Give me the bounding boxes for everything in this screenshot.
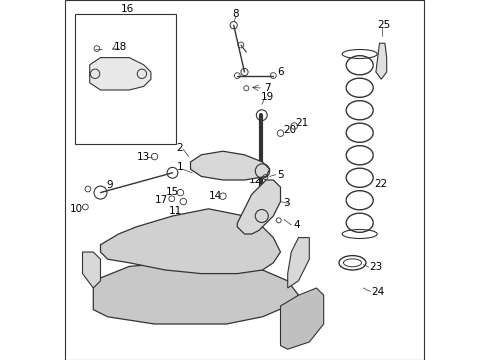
Text: 14: 14	[208, 191, 221, 201]
Text: 19: 19	[261, 92, 274, 102]
Text: 11: 11	[168, 206, 182, 216]
Text: 9: 9	[106, 180, 113, 190]
Text: 3: 3	[282, 198, 289, 208]
Text: 23: 23	[368, 262, 382, 272]
Text: 7: 7	[264, 83, 270, 93]
Text: 15: 15	[165, 186, 179, 197]
Text: 21: 21	[295, 118, 308, 128]
Polygon shape	[89, 58, 151, 90]
Text: 1: 1	[176, 162, 183, 172]
Polygon shape	[237, 180, 280, 234]
Text: 22: 22	[373, 179, 386, 189]
Text: 2: 2	[176, 143, 183, 153]
Polygon shape	[93, 263, 298, 324]
Text: 20: 20	[283, 125, 295, 135]
Text: 13: 13	[136, 152, 149, 162]
Bar	[75, 14, 176, 144]
Text: 4: 4	[292, 220, 299, 230]
Polygon shape	[375, 43, 386, 79]
Text: 17: 17	[155, 195, 168, 205]
Text: 6: 6	[276, 67, 283, 77]
Text: 5: 5	[276, 170, 283, 180]
Polygon shape	[190, 151, 269, 180]
Text: 12: 12	[248, 175, 262, 185]
Polygon shape	[101, 209, 280, 274]
Polygon shape	[82, 252, 101, 288]
Text: 16: 16	[121, 4, 134, 14]
Polygon shape	[287, 238, 309, 288]
Text: 18: 18	[113, 42, 127, 52]
Text: 10: 10	[69, 204, 82, 214]
Text: 25: 25	[377, 20, 390, 30]
Polygon shape	[280, 288, 323, 349]
Text: 8: 8	[232, 9, 238, 19]
Text: 24: 24	[371, 287, 384, 297]
